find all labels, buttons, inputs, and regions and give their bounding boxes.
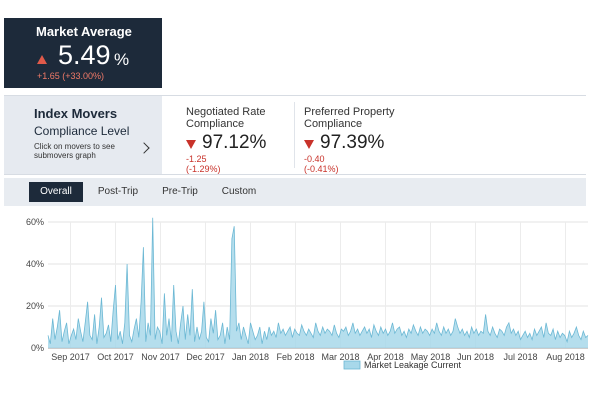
- metric-value: 97.12%: [202, 132, 267, 153]
- series-line: [47, 217, 589, 344]
- x-tick-label: Nov 2017: [141, 352, 180, 362]
- x-tick-label: Jun 2018: [457, 352, 494, 362]
- x-tick-label: Jan 2018: [232, 352, 269, 362]
- legend-swatch: [343, 360, 361, 370]
- tab-pre-trip[interactable]: Pre-Trip: [162, 186, 198, 197]
- x-tick-label: Aug 2018: [546, 352, 585, 362]
- x-tick-label: Dec 2017: [186, 352, 225, 362]
- metric-delta: -0.40 (-0.41%): [304, 154, 339, 174]
- x-tick-label: Mar 2018: [321, 352, 359, 362]
- index-movers-hint: Click on movers to see submovers graph: [34, 142, 115, 160]
- legend-label: Market Leakage Current: [364, 360, 462, 370]
- market-average-label: Market Average: [36, 24, 132, 39]
- y-tick-label: 20%: [26, 301, 44, 311]
- leakage-chart: 0% 20% 40% 60% Sep 2017 Oct 2017 Nov 2017 Dec 2…: [4, 210, 596, 400]
- tab-custom[interactable]: Custom: [221, 186, 257, 197]
- market-average-delta: +1.65 (+33.00%): [37, 71, 105, 81]
- trend-down-icon: [304, 140, 314, 149]
- metric-delta: -1.25 (-1.29%): [186, 154, 221, 174]
- x-tick-label: May 2018: [411, 352, 451, 362]
- trend-up-icon: [37, 55, 47, 64]
- metric-value: 97.39%: [320, 132, 385, 153]
- x-tick-label: Oct 2017: [97, 352, 134, 362]
- tab-post-trip[interactable]: Post-Trip: [97, 186, 139, 197]
- y-tick-label: 0%: [31, 343, 44, 353]
- tab-overall[interactable]: Overall: [29, 182, 83, 202]
- x-tick-label: Sep 2017: [51, 352, 90, 362]
- x-tick-label: Apr 2018: [367, 352, 404, 362]
- x-tick-label: Jul 2018: [503, 352, 537, 362]
- x-tick-label: Feb 2018: [276, 352, 314, 362]
- index-movers-title: Index Movers: [34, 106, 118, 121]
- y-tick-label: 40%: [26, 259, 44, 269]
- index-movers-subtitle: Compliance Level: [34, 124, 130, 138]
- series-area: [48, 217, 588, 348]
- market-average-unit: %: [114, 50, 130, 69]
- index-movers-panel[interactable]: Index Movers Compliance Level Click on m…: [4, 96, 162, 174]
- index-movers-row: Index Movers Compliance Level Click on m…: [4, 95, 586, 175]
- metric-name: Negotiated Rate Compliance: [186, 106, 266, 130]
- tab-bar: Overall Post-Trip Pre-Trip Custom: [4, 178, 586, 206]
- market-average-card: Market Average 5.49 % +1.65 (+33.00%): [4, 18, 162, 88]
- leakage-chart-svg: 0% 20% 40% 60% Sep 2017 Oct 2017 Nov 2017 Dec 2…: [26, 217, 589, 370]
- trend-down-icon: [186, 140, 196, 149]
- y-tick-label: 60%: [26, 217, 44, 227]
- metric-name: Preferred Property Compliance: [304, 106, 395, 130]
- market-average-value: 5.49: [58, 40, 111, 70]
- metric-divider: [294, 102, 295, 168]
